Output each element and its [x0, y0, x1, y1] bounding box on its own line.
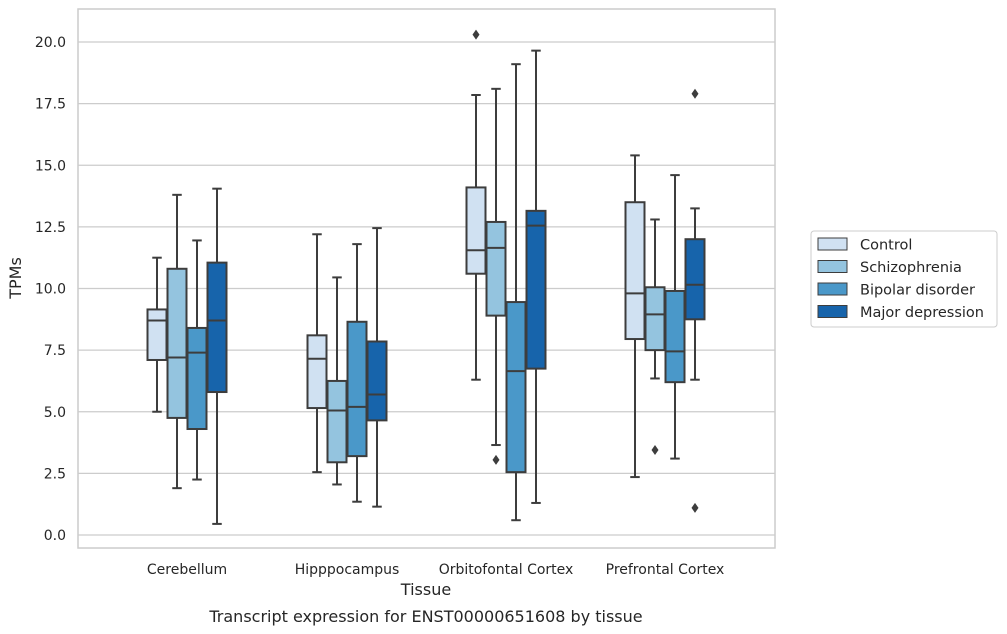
x-tick-label: Hipppocampus: [295, 562, 400, 578]
box-iqr: [186, 326, 208, 431]
outlier-point: [691, 502, 699, 513]
y-tick-label: 2.5: [44, 466, 66, 482]
x-tick-label: Prefrontal Cortex: [606, 562, 725, 578]
box-iqr: [485, 220, 507, 317]
legend-swatch: [817, 260, 848, 273]
y-tick-label: 0.0: [44, 528, 66, 544]
legend-swatch: [817, 237, 848, 251]
box-iqr: [346, 320, 368, 458]
box-iqr: [366, 340, 388, 422]
legend-swatch: [817, 282, 848, 296]
legend-label: Control: [860, 238, 912, 254]
y-axis-ticks: 0.0 2.5 5.0 7.5 10.0 12.5 15.0 17.5 20.0: [35, 35, 66, 544]
x-axis-ticks: Cerebellum Hipppocampus Orbitofontal Corte…: [147, 562, 724, 578]
legend-label: Major depression: [860, 305, 984, 321]
box-iqr: [306, 334, 328, 410]
box-iqr: [525, 209, 547, 370]
box-iqr: [206, 261, 228, 394]
x-axis-label: Tissue: [400, 580, 451, 599]
box-iqr: [664, 289, 686, 384]
box-iqr: [684, 238, 706, 321]
box-3-3: [684, 88, 706, 513]
legend-frame: [810, 230, 998, 328]
box-iqr: [505, 301, 527, 474]
box-iqr: [465, 186, 487, 275]
y-tick-label: 5.0: [44, 405, 66, 421]
x-tick-label: Cerebellum: [147, 562, 227, 578]
box-iqr: [624, 201, 646, 341]
box-1-0: [306, 233, 328, 474]
outlier-point: [691, 88, 699, 99]
outlier-point: [651, 444, 659, 455]
box-iqr: [146, 308, 168, 361]
y-tick-label: 15.0: [35, 158, 66, 174]
y-tick-label: 7.5: [44, 343, 66, 359]
box-0-1: [166, 193, 188, 490]
box-iqr: [644, 286, 666, 352]
box-iqr: [166, 267, 188, 419]
box-1-1: [326, 276, 348, 486]
box-iqr: [326, 379, 348, 464]
outlier-point: [492, 454, 500, 465]
y-axis-label: TPMs: [6, 257, 25, 300]
y-tick-label: 20.0: [35, 35, 66, 51]
box-3-2: [664, 174, 686, 460]
x-tick-label: Orbitofontal Cortex: [439, 562, 574, 578]
box-3-1: [644, 218, 666, 455]
y-tick-label: 10.0: [35, 282, 66, 298]
box-0-2: [186, 239, 208, 481]
y-tick-label: 17.5: [35, 97, 66, 113]
legend-swatch: [817, 305, 848, 318]
box-2-1: [485, 87, 507, 465]
box-1-2: [346, 243, 368, 503]
legend-label: Bipolar disorder: [860, 283, 975, 299]
box-0-3: [206, 187, 228, 525]
y-tick-label: 12.5: [35, 220, 66, 236]
box-1-3: [366, 227, 388, 508]
chart-caption: Transcript expression for ENST0000065160…: [208, 607, 642, 626]
box-2-0: [465, 29, 487, 381]
legend: Control Schizophrenia Bipolar disorder Majo…: [810, 230, 998, 328]
box-series: [146, 29, 706, 525]
plot-area-frame: [77, 8, 776, 549]
box-2-3: [525, 49, 547, 504]
box-3-0: [624, 154, 646, 479]
outlier-point: [472, 29, 480, 40]
box-0-0: [146, 256, 168, 413]
box-2-2: [505, 63, 527, 522]
legend-label: Schizophrenia: [860, 260, 962, 276]
